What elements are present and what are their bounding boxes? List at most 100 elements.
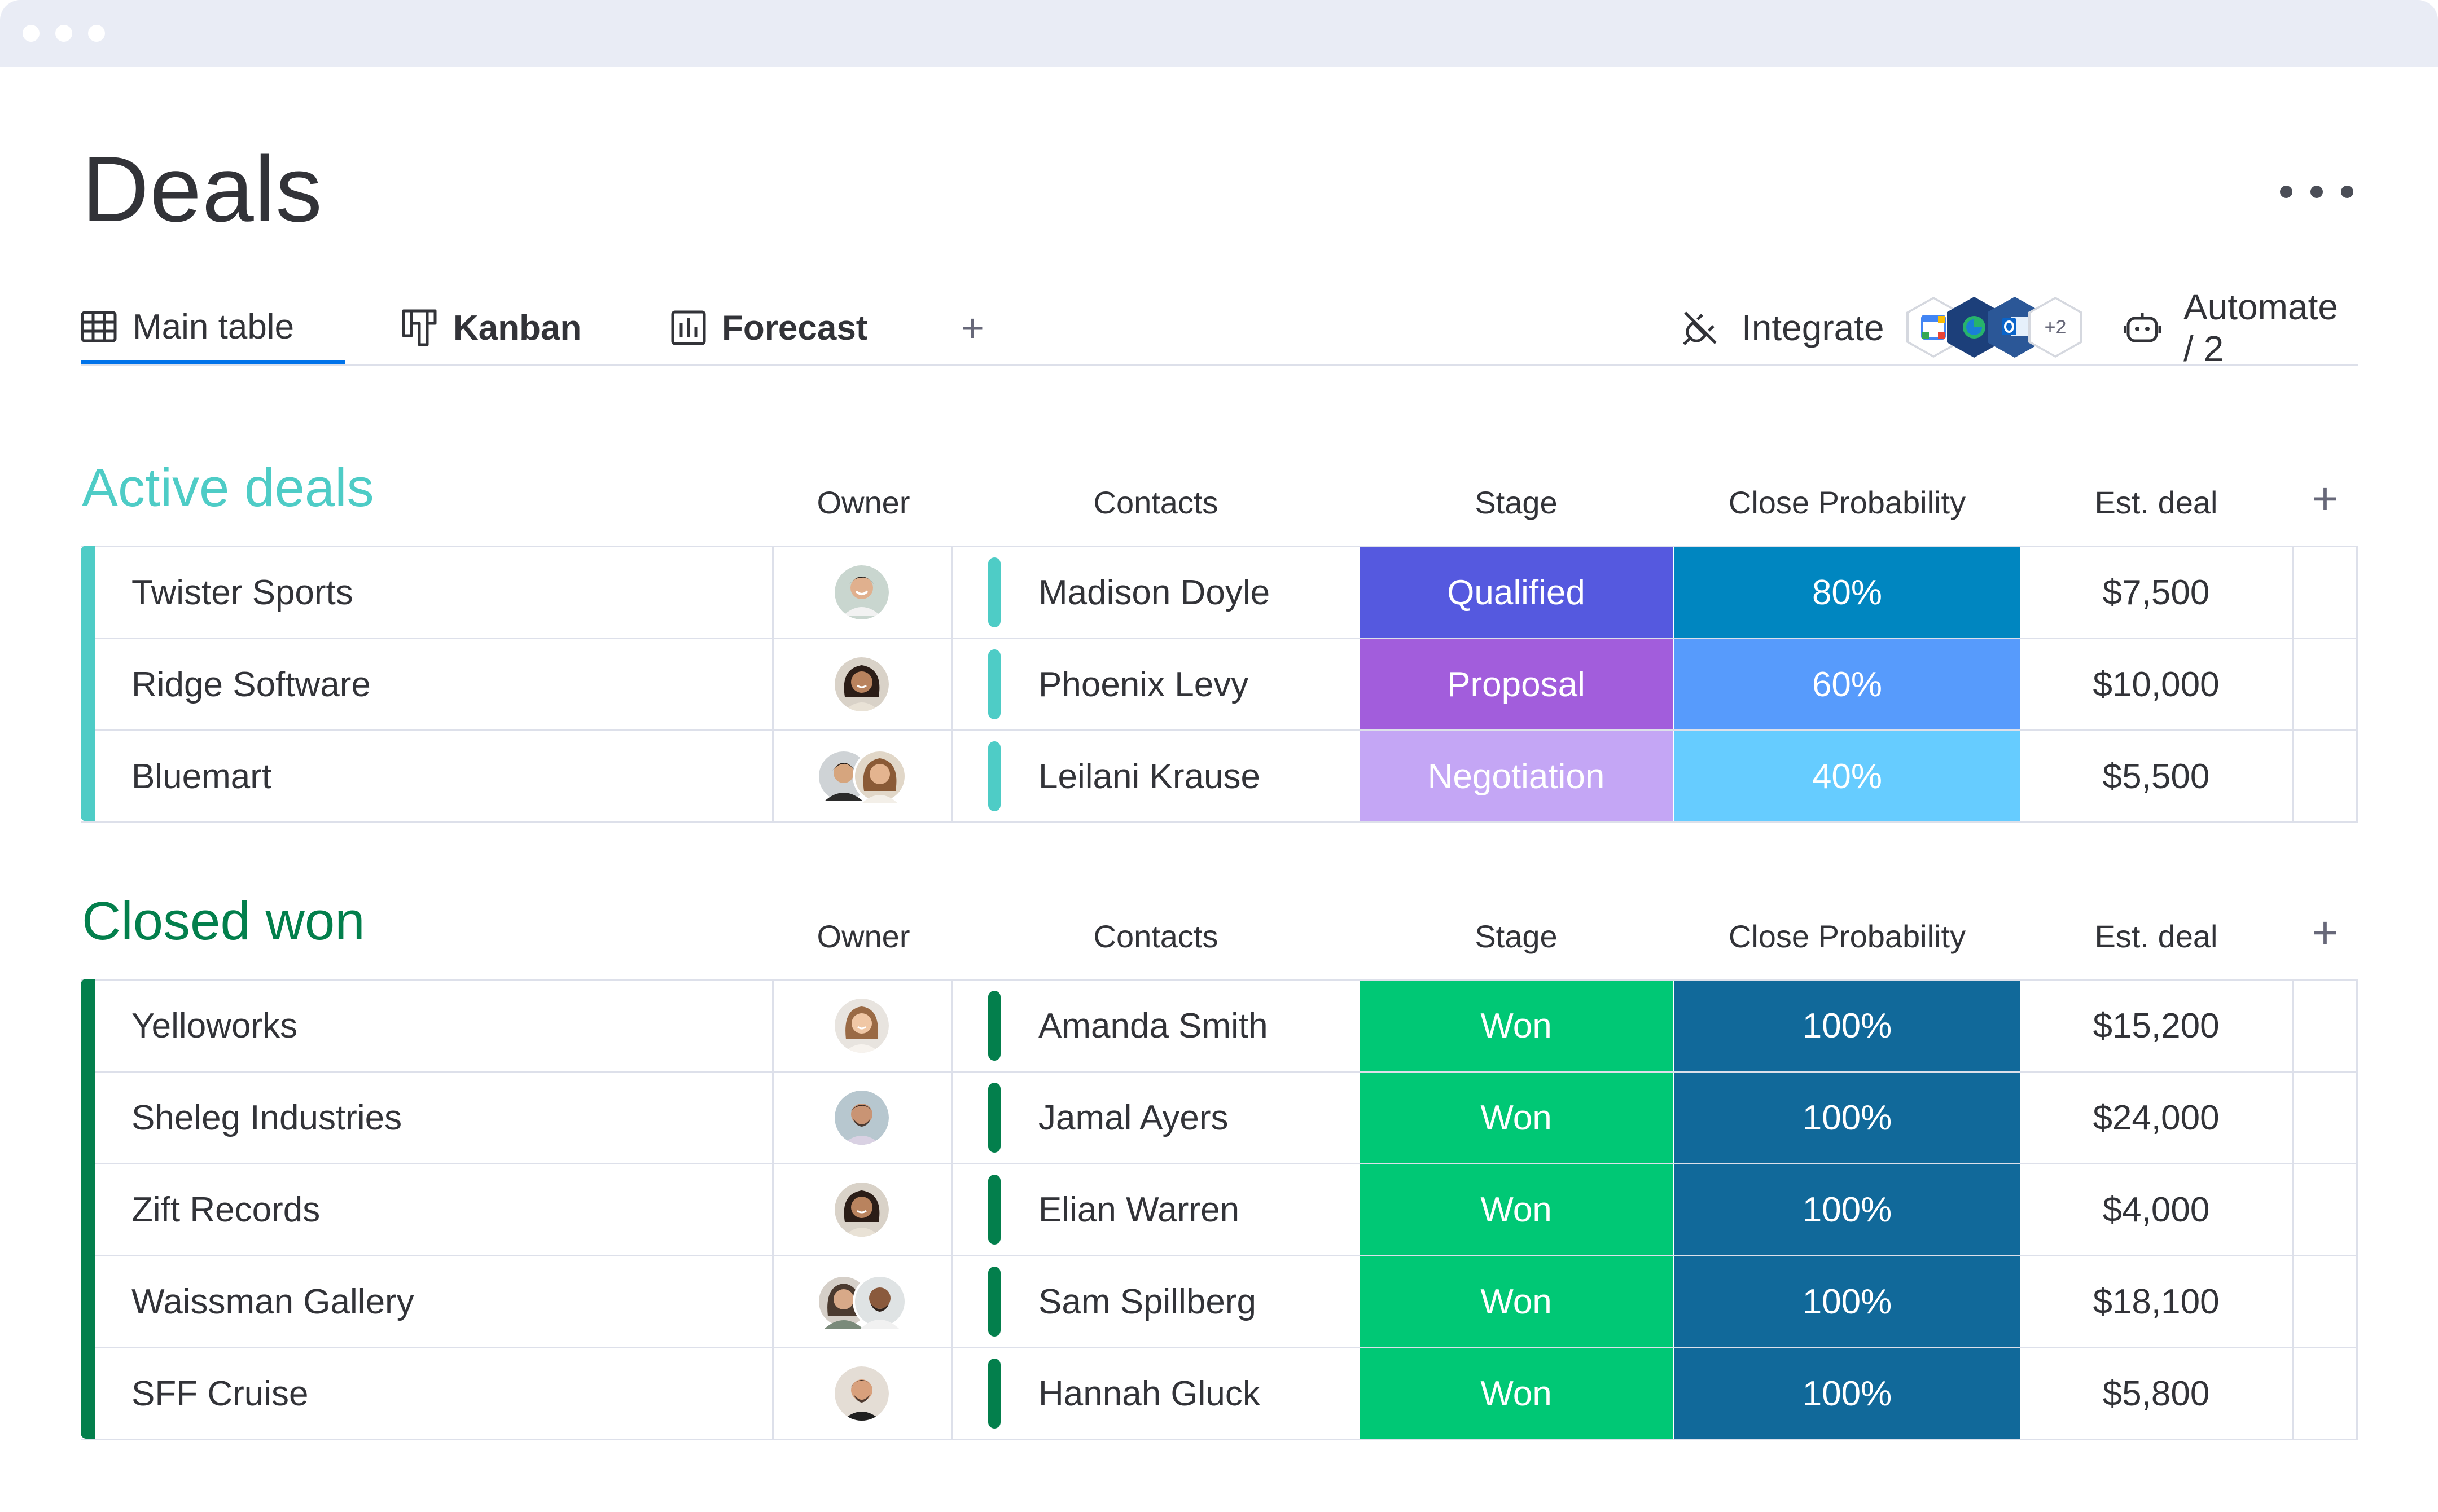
tab-kanban[interactable]: Kanban xyxy=(401,293,581,362)
more-options-button[interactable] xyxy=(2280,169,2353,214)
automate-label: Automate / 2 xyxy=(2183,287,2338,369)
table-row[interactable]: Sheleg Industries Jamal Ayers Won 100% $… xyxy=(81,1071,2358,1164)
contact-name[interactable]: Sam Spillberg xyxy=(1038,1282,1256,1321)
column-header-owner[interactable]: Owner xyxy=(817,485,910,520)
column-divider xyxy=(951,1073,953,1163)
add-column-button[interactable]: + xyxy=(2312,473,2339,524)
table-row[interactable]: Twister Sports Madison Doyle Qualified 8… xyxy=(81,546,2358,639)
table-row[interactable]: Yelloworks Amanda Smith Won 100% $15,200 xyxy=(81,979,2358,1073)
stage-status[interactable]: Won xyxy=(1360,1256,1673,1347)
owner-cell[interactable] xyxy=(772,1164,951,1255)
contact-color-bar xyxy=(988,741,1001,811)
owner-cell[interactable] xyxy=(772,547,951,638)
deals-table-closed-won: Yelloworks Amanda Smith Won 100% $15,200… xyxy=(81,979,2358,1440)
contact-color-bar xyxy=(988,1359,1001,1429)
stage-status[interactable]: Proposal xyxy=(1360,639,1673,729)
stage-status[interactable]: Won xyxy=(1360,1073,1673,1163)
table-right-border xyxy=(2356,547,2358,638)
contact-color-bar xyxy=(988,1175,1001,1245)
deal-name[interactable]: Yelloworks xyxy=(131,1006,298,1045)
contact-name[interactable]: Phoenix Levy xyxy=(1038,665,1249,704)
est-deal-value[interactable]: $5,500 xyxy=(2102,757,2210,796)
deal-name[interactable]: Ridge Software xyxy=(131,665,371,704)
close-probability[interactable]: 60% xyxy=(1674,639,2020,729)
integrate-button[interactable]: Integrate xyxy=(1681,293,1884,362)
plug-icon xyxy=(1681,308,1720,348)
tab-label: Kanban xyxy=(453,308,582,348)
est-deal-value[interactable]: $24,000 xyxy=(2093,1098,2220,1137)
window-dot xyxy=(23,25,40,42)
column-divider xyxy=(772,981,774,1071)
table-icon xyxy=(81,311,117,342)
table-row[interactable]: SFF Cruise Hannah Gluck Won 100% $5,800 xyxy=(81,1347,2358,1440)
owner-cell[interactable] xyxy=(772,639,951,729)
table-row[interactable]: Zift Records Elian Warren Won 100% $4,00… xyxy=(81,1163,2358,1256)
table-row[interactable]: Waissman Gallery Sam Spillberg Won 100% … xyxy=(81,1255,2358,1348)
close-probability[interactable]: 100% xyxy=(1674,981,2020,1071)
column-header-owner[interactable]: Owner xyxy=(817,918,910,954)
owner-cell[interactable] xyxy=(772,981,951,1071)
integration-apps[interactable]: +2 xyxy=(1906,297,2093,359)
stage-status[interactable]: Qualified xyxy=(1360,547,1673,638)
avatar xyxy=(834,999,889,1053)
column-divider xyxy=(772,639,774,729)
stage-status[interactable]: Negotiation xyxy=(1360,731,1673,821)
deal-name[interactable]: Zift Records xyxy=(131,1190,321,1229)
deal-name[interactable]: SFF Cruise xyxy=(131,1374,309,1413)
contact-name[interactable]: Amanda Smith xyxy=(1038,1006,1268,1045)
window-dot xyxy=(88,25,105,42)
add-view-button[interactable]: + xyxy=(961,306,984,350)
owner-cell[interactable] xyxy=(772,1073,951,1163)
est-deal-value[interactable]: $18,100 xyxy=(2093,1282,2220,1321)
close-probability[interactable]: 100% xyxy=(1674,1348,2020,1439)
more-integrations-badge: +2 xyxy=(2028,297,2082,358)
contact-name[interactable]: Hannah Gluck xyxy=(1038,1374,1260,1413)
table-row[interactable]: Bluemart Leilani Krause Negotiation 40% … xyxy=(81,729,2358,823)
column-header-probability[interactable]: Close Probability xyxy=(1728,485,1966,520)
contact-name[interactable]: Jamal Ayers xyxy=(1038,1098,1229,1137)
group-title-closed-won[interactable]: Closed won xyxy=(82,891,365,951)
owner-cell[interactable] xyxy=(772,1348,951,1439)
deal-name[interactable]: Waissman Gallery xyxy=(131,1282,414,1321)
close-probability[interactable]: 40% xyxy=(1674,731,2020,821)
column-header-contacts[interactable]: Contacts xyxy=(1093,918,1218,954)
deal-name[interactable]: Sheleg Industries xyxy=(131,1098,402,1137)
column-header-stage[interactable]: Stage xyxy=(1475,485,1558,520)
stage-status[interactable]: Won xyxy=(1360,981,1673,1071)
close-probability[interactable]: 100% xyxy=(1674,1164,2020,1255)
close-probability[interactable]: 80% xyxy=(1674,547,2020,638)
column-divider xyxy=(951,731,953,821)
est-deal-value[interactable]: $4,000 xyxy=(2102,1190,2210,1229)
table-row[interactable]: Ridge Software Phoenix Levy Proposal 60%… xyxy=(81,638,2358,731)
view-tabs-bar: Main table Kanban Forecast + Integrate +… xyxy=(81,287,2358,369)
owner-cell[interactable] xyxy=(772,731,951,821)
group-title-active-deals[interactable]: Active deals xyxy=(82,458,374,518)
est-deal-value[interactable]: $15,200 xyxy=(2093,1006,2220,1045)
robot-icon xyxy=(2124,311,2161,344)
tab-main-table[interactable]: Main table xyxy=(81,293,345,364)
column-header-contacts[interactable]: Contacts xyxy=(1093,485,1218,520)
contact-name[interactable]: Leilani Krause xyxy=(1038,757,1260,796)
column-header-probability[interactable]: Close Probability xyxy=(1728,918,1966,954)
column-header-est-deal[interactable]: Est. deal xyxy=(2094,918,2218,954)
window-titlebar xyxy=(0,0,2438,67)
column-divider xyxy=(2292,1256,2294,1347)
close-probability[interactable]: 100% xyxy=(1674,1256,2020,1347)
automate-button[interactable]: Automate / 2 xyxy=(2124,287,2358,369)
column-header-stage[interactable]: Stage xyxy=(1475,918,1558,954)
stage-status[interactable]: Won xyxy=(1360,1348,1673,1439)
column-divider xyxy=(2292,639,2294,729)
owner-cell[interactable] xyxy=(772,1256,951,1347)
contact-name[interactable]: Madison Doyle xyxy=(1038,573,1270,612)
tab-forecast[interactable]: Forecast xyxy=(671,293,867,362)
stage-status[interactable]: Won xyxy=(1360,1164,1673,1255)
column-header-est-deal[interactable]: Est. deal xyxy=(2094,485,2218,520)
contact-name[interactable]: Elian Warren xyxy=(1038,1190,1240,1229)
close-probability[interactable]: 100% xyxy=(1674,1073,2020,1163)
deal-name[interactable]: Twister Sports xyxy=(131,573,353,612)
est-deal-value[interactable]: $7,500 xyxy=(2102,573,2210,612)
est-deal-value[interactable]: $5,800 xyxy=(2102,1374,2210,1413)
add-column-button[interactable]: + xyxy=(2312,907,2339,957)
est-deal-value[interactable]: $10,000 xyxy=(2093,665,2220,704)
deal-name[interactable]: Bluemart xyxy=(131,757,272,796)
